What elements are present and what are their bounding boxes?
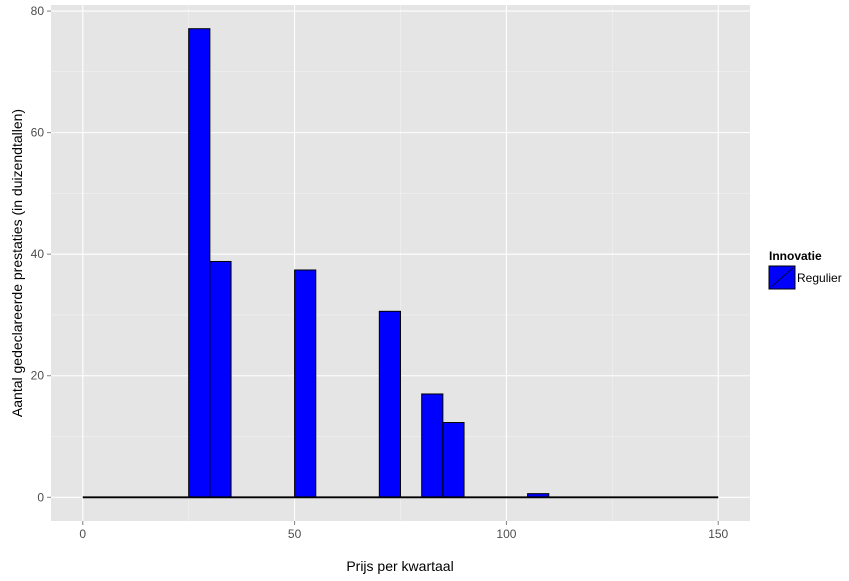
bar-5 <box>442 422 465 498</box>
legend: Innovatie Regulier <box>768 249 842 290</box>
bar-4 <box>421 393 444 498</box>
y-tick-label: 60 <box>31 126 45 140</box>
x-tick-label: 0 <box>79 527 86 541</box>
y-tick-label: 40 <box>31 247 45 261</box>
legend-key-slash <box>770 267 794 288</box>
legend-label-regulier: Regulier <box>797 271 842 285</box>
major-gridlines <box>51 5 750 521</box>
x-axis-title: Prijs per kwartaal <box>346 558 453 574</box>
bar-1 <box>209 260 232 498</box>
x-tick-label: 50 <box>288 527 302 541</box>
y-tick-label: 80 <box>31 4 45 18</box>
y-axis-title: Aantal gedeclareerde prestaties (in duiz… <box>9 109 25 417</box>
bar-0 <box>188 28 211 498</box>
y-tick-label: 0 <box>37 490 44 504</box>
x-axis-ticks: 0 50 100 150 <box>79 521 729 541</box>
x-tick-label: 100 <box>496 527 516 541</box>
y-axis-ticks: 0 20 40 60 80 <box>31 4 51 504</box>
y-tick-label: 20 <box>31 369 45 383</box>
legend-title: Innovatie <box>769 249 822 263</box>
bars-group <box>188 28 550 498</box>
bar-2 <box>294 269 317 498</box>
bar-3 <box>378 310 401 498</box>
x-tick-label: 150 <box>708 527 728 541</box>
